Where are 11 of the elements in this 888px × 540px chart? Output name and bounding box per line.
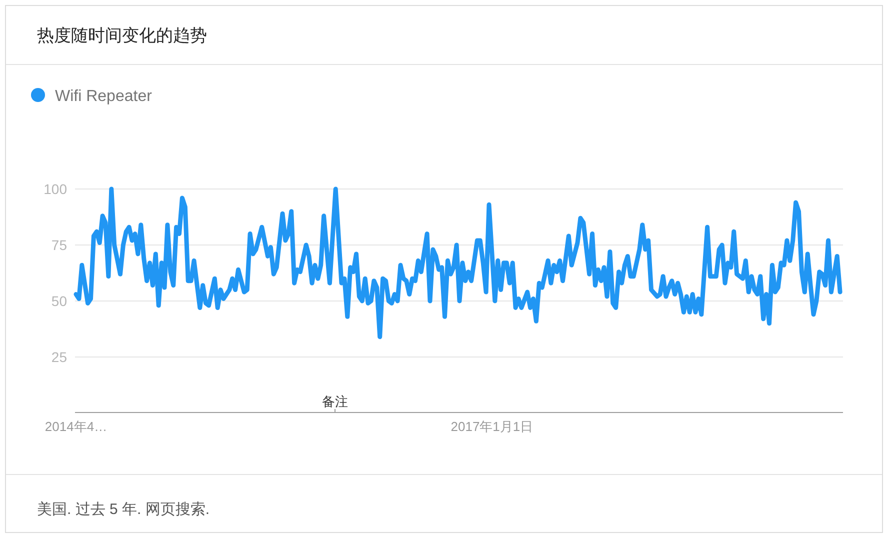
annotation: 备注 <box>322 394 348 409</box>
x-tick-label: 2014年4… <box>44 419 108 434</box>
y-tick-label: 25 <box>51 349 68 365</box>
y-tick-label: 100 <box>44 181 68 197</box>
y-tick-label: 75 <box>51 237 68 253</box>
y-tick-label: 50 <box>51 293 68 309</box>
text: 美国. 过去 5 年. 网页搜索. <box>37 501 210 518</box>
line-series <box>74 186 842 340</box>
x-tick-label: 2017年1月1日 <box>450 419 534 434</box>
legend-label: Wifi Repeater <box>55 88 153 105</box>
chart-title: 热度随时间变化的趋势 <box>37 26 207 45</box>
